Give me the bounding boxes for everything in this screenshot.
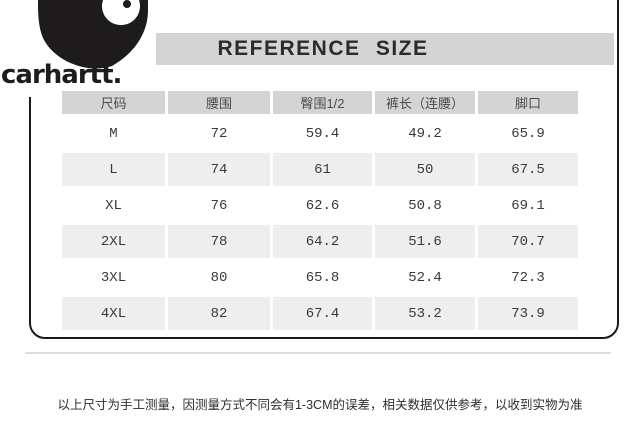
measurement-cell: 50.8 [375,189,475,222]
measurement-cell: 72.3 [478,261,578,294]
column-header: 脚口 [478,91,578,114]
measurement-cell: 64.2 [273,225,372,258]
measurement-cell: 67.4 [273,297,372,330]
measurement-cell: 78 [168,225,270,258]
measurement-cell: 67.5 [478,153,578,186]
brand-logo: carhartt. [0,0,156,97]
measurement-cell: 52.4 [375,261,475,294]
size-table: 尺码 腰围 臀围1/2 裤长（连腰） 脚口 M 72 59.4 49.2 65.9 L 74 61 50 6… [62,91,578,330]
column-header: 腰围 [168,91,270,114]
measurement-cell: 74 [168,153,270,186]
footer-note: 以上尺寸为手工测量，因测量方式不同会有1-3CM的误差，相关数据仅供参考，以收到… [57,398,583,412]
divider-line [25,352,611,354]
page-title: REFERENCE SIZE [217,37,429,60]
measurement-cell: 50 [375,153,475,186]
size-label-cell: L [62,153,165,186]
size-label-cell: M [62,117,165,150]
measurement-cell: 69.1 [478,189,578,222]
measurement-cell: 51.6 [375,225,475,258]
size-label-cell: 4XL [62,297,165,330]
measurement-cell: 70.7 [478,225,578,258]
carhartt-c-icon [38,0,148,69]
column-header: 裤长（连腰） [375,91,475,114]
measurement-cell: 76 [168,189,270,222]
logo-dot-icon [123,0,131,8]
column-header: 臀围1/2 [273,91,372,114]
size-label-cell: 3XL [62,261,165,294]
measurement-cell: 65.9 [478,117,578,150]
measurement-cell: 59.4 [273,117,372,150]
measurement-cell: 65.8 [273,261,372,294]
column-header: 尺码 [62,91,165,114]
measurement-cell: 61 [273,153,372,186]
size-label-cell: 2XL [62,225,165,258]
measurement-cell: 49.2 [375,117,475,150]
size-label-cell: XL [62,189,165,222]
measurement-cell: 72 [168,117,270,150]
measurement-cell: 80 [168,261,270,294]
brand-wordmark: carhartt. [1,60,122,90]
table-frame [29,0,619,339]
measurement-cell: 82 [168,297,270,330]
measurement-cell: 53.2 [375,297,475,330]
measurement-cell: 62.6 [273,189,372,222]
measurement-cell: 73.9 [478,297,578,330]
